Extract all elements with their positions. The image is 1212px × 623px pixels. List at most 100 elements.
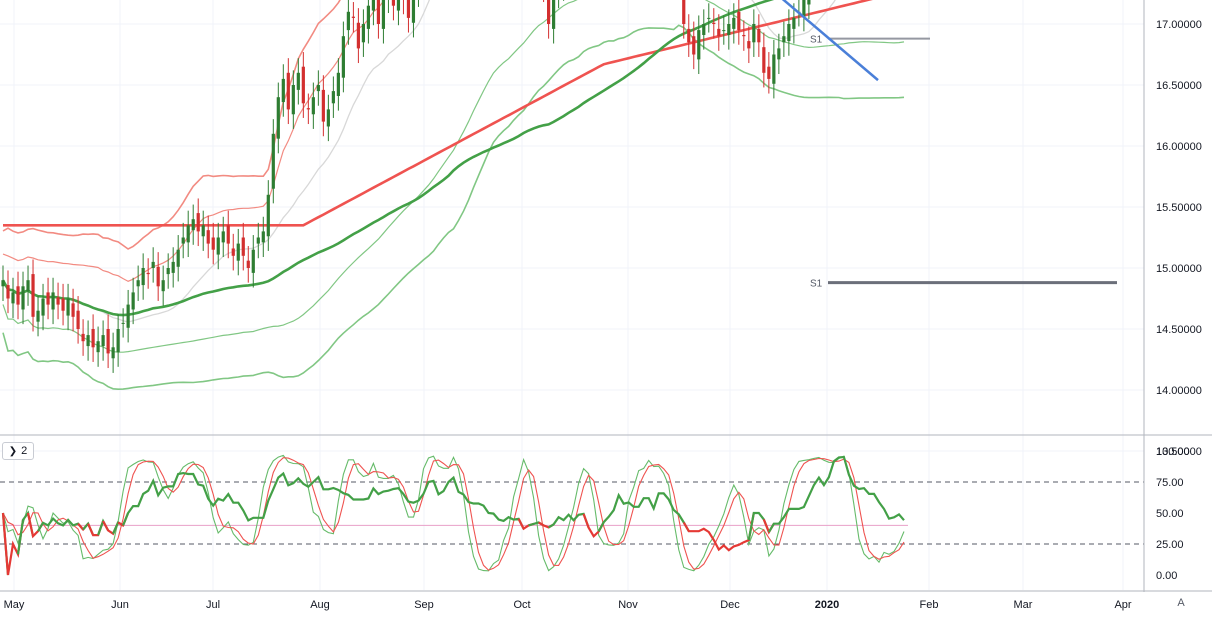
candle-body	[391, 0, 396, 6]
candle-body	[96, 341, 100, 353]
osc-tick-label: 75.00	[1156, 477, 1184, 489]
candle-body	[21, 286, 25, 310]
price-tick-label: 16.00000	[1156, 141, 1202, 153]
pane-toggle-button[interactable]: ❯ 2	[2, 442, 34, 460]
candle-body	[727, 24, 731, 35]
candle-body	[552, 0, 556, 29]
candle-body	[191, 219, 195, 231]
candle-body	[326, 109, 330, 127]
candle-body	[276, 97, 280, 139]
gray-ma-line	[2, 0, 836, 323]
momentum-line	[597, 492, 690, 533]
candle-body	[266, 194, 270, 237]
candle-body	[51, 292, 55, 310]
candle-body	[26, 280, 30, 292]
candle-body	[206, 230, 210, 244]
time-tick-label: Jun	[111, 599, 129, 611]
osc-tick-label: 0.00	[1156, 570, 1177, 582]
candle-body	[381, 0, 386, 29]
time-tick-label: Feb	[920, 599, 939, 611]
candle-body	[241, 237, 245, 256]
candle-body	[71, 303, 75, 317]
candle-body	[376, 0, 381, 24]
candle-body	[171, 261, 175, 273]
time-tick-label: 2020	[815, 599, 839, 611]
candle-body	[682, 0, 686, 24]
price-tick-label: 17.00000	[1156, 19, 1202, 31]
time-tick-label: May	[4, 599, 25, 611]
candle-body	[371, 0, 376, 11]
candle-body	[86, 335, 90, 347]
candle-body	[341, 36, 345, 78]
candle-body	[31, 274, 35, 317]
candle-body	[346, 11, 350, 31]
oscillator-pane	[0, 454, 1144, 576]
momentum-line	[122, 471, 525, 530]
price-tick-label: 13.50000	[1156, 446, 1202, 458]
pane-toggle-label: 2	[21, 445, 28, 457]
candle-body	[361, 24, 365, 43]
candle-body	[732, 17, 736, 29]
pivot-label: S1	[810, 279, 823, 290]
time-tick-label: Dec	[720, 599, 740, 611]
candle-body	[336, 72, 340, 96]
candle-body	[256, 237, 260, 244]
candle-body	[236, 243, 240, 261]
time-tick-label: Nov	[618, 599, 638, 611]
grid	[0, 0, 1144, 590]
candle-body	[807, 0, 811, 5]
candle-body	[271, 133, 275, 189]
candle-body	[151, 261, 155, 268]
candle-body	[411, 0, 416, 23]
time-tick-label: Jul	[206, 599, 220, 611]
candle-body	[6, 285, 10, 299]
stoch-d-line	[2, 457, 905, 571]
candle-body	[91, 329, 95, 348]
candle-body	[156, 266, 160, 287]
candle-body	[231, 248, 235, 256]
downtrend-line	[781, 0, 879, 82]
candle-body	[737, 11, 741, 31]
candle-body	[717, 28, 721, 37]
candle-body	[692, 36, 696, 55]
time-tick-label: Mar	[1014, 599, 1033, 611]
chevron-right-icon: ❯	[8, 445, 18, 457]
candle-body	[46, 292, 50, 305]
candle-body	[311, 97, 315, 115]
price-tick-label: 15.50000	[1156, 202, 1202, 214]
candles	[1, 0, 811, 373]
candle-body	[722, 30, 726, 32]
candle-body	[772, 54, 776, 84]
candle-body	[16, 286, 20, 305]
candle-body	[261, 231, 265, 243]
momentum-line	[548, 512, 590, 529]
candle-body	[141, 268, 145, 286]
candle-body	[66, 298, 70, 316]
momentum-line	[767, 455, 905, 533]
price-tick-label: 14.50000	[1156, 324, 1202, 336]
candle-body	[702, 24, 706, 35]
candle-body	[176, 249, 180, 267]
candle-body	[136, 280, 140, 287]
candle-body	[1, 280, 5, 287]
candle-body	[321, 89, 325, 122]
candle-body	[106, 329, 110, 354]
price-tick-label: 15.00000	[1156, 263, 1202, 275]
candle-body	[757, 28, 761, 43]
red-ma-line	[3, 0, 873, 227]
time-tick-label: Aug	[310, 599, 330, 611]
candle-body	[291, 85, 295, 115]
candle-body	[762, 47, 766, 73]
candle-body	[301, 66, 305, 104]
candle-body	[221, 231, 225, 243]
auto-scale-button[interactable]: A	[1177, 597, 1185, 609]
stoch-k-line	[2, 454, 905, 572]
price-tick-label: 16.50000	[1156, 80, 1202, 92]
candle-body	[116, 329, 120, 353]
candle-body	[316, 85, 320, 92]
candle-body	[712, 22, 716, 24]
green-ma-line	[1, 0, 775, 317]
candle-body	[777, 48, 781, 60]
